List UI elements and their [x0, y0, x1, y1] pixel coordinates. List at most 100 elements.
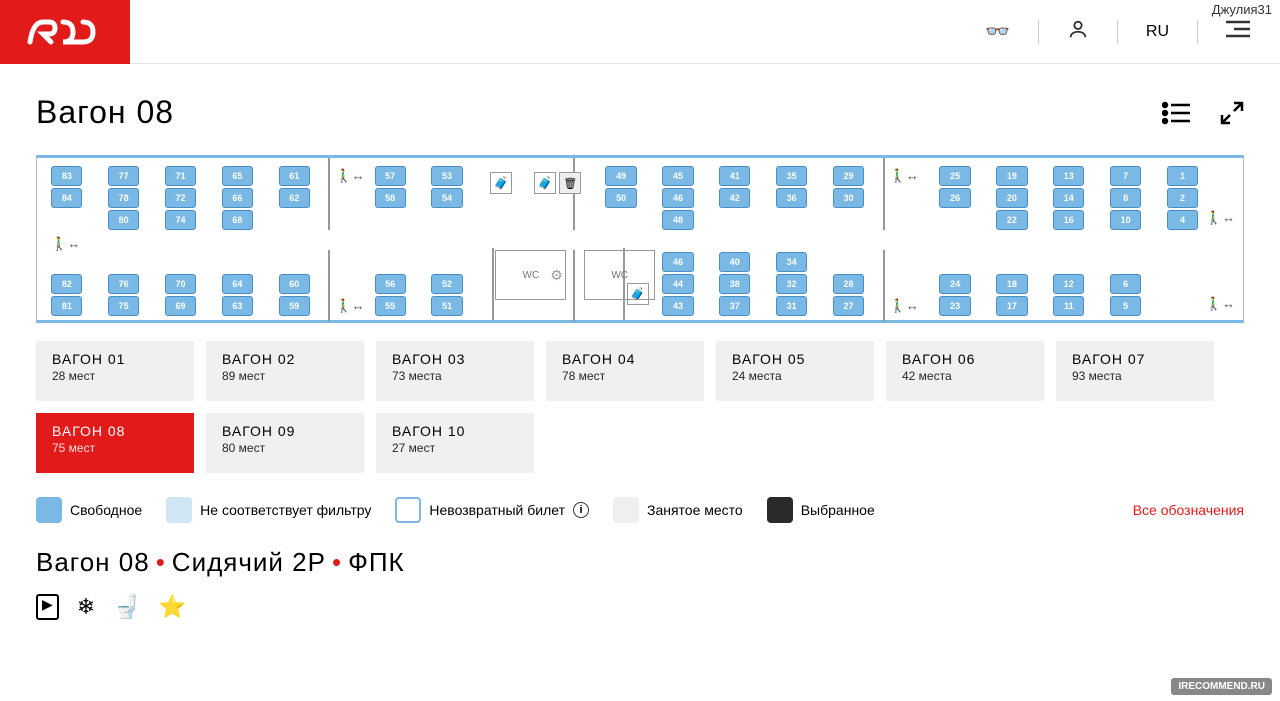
list-view-icon[interactable]	[1162, 101, 1190, 125]
seat-80[interactable]: 80	[108, 210, 139, 230]
seat-17[interactable]: 17	[996, 296, 1027, 316]
seat-44[interactable]: 44	[662, 274, 693, 294]
seat-7[interactable]: 7	[1110, 166, 1141, 186]
car-tab-5[interactable]: ВАГОН 0524 места	[716, 341, 874, 401]
seat-38[interactable]: 38	[719, 274, 750, 294]
seat-63[interactable]: 63	[222, 296, 253, 316]
seat-75[interactable]: 75	[108, 296, 139, 316]
seat-49[interactable]: 49	[605, 166, 636, 186]
seat-43[interactable]: 43	[662, 296, 693, 316]
seat-8[interactable]: 8	[1110, 188, 1141, 208]
seat-45[interactable]: 45	[662, 166, 693, 186]
car-tab-1[interactable]: ВАГОН 0128 мест	[36, 341, 194, 401]
exit-icon: 🚶‍♂️↔	[335, 168, 364, 184]
seat-30[interactable]: 30	[833, 188, 864, 208]
seat-76[interactable]: 76	[108, 274, 139, 294]
seat-69[interactable]: 69	[165, 296, 196, 316]
seat-84[interactable]: 84	[51, 188, 82, 208]
seat-29[interactable]: 29	[833, 166, 864, 186]
seat-13[interactable]: 13	[1053, 166, 1084, 186]
expand-icon[interactable]	[1220, 101, 1244, 125]
seat-37[interactable]: 37	[719, 296, 750, 316]
seat-74[interactable]: 74	[165, 210, 196, 230]
seat-35[interactable]: 35	[776, 166, 807, 186]
seat-23[interactable]: 23	[939, 296, 970, 316]
seat-36[interactable]: 36	[776, 188, 807, 208]
seat-28[interactable]: 28	[833, 274, 864, 294]
seat-68[interactable]: 68	[222, 210, 253, 230]
logo[interactable]	[0, 0, 130, 64]
seat-71[interactable]: 71	[165, 166, 196, 186]
seat-18[interactable]: 18	[996, 274, 1027, 294]
accessibility-icon[interactable]: 👓	[985, 19, 1010, 44]
seat-53[interactable]: 53	[431, 166, 462, 186]
car-tab-7[interactable]: ВАГОН 0793 места	[1056, 341, 1214, 401]
seat-6[interactable]: 6	[1110, 274, 1141, 294]
car-tab-4[interactable]: ВАГОН 0478 мест	[546, 341, 704, 401]
seat-81[interactable]: 81	[51, 296, 82, 316]
amenity-icon-0[interactable]: ▶	[36, 594, 59, 620]
legend-swatch	[395, 497, 421, 523]
menu-icon[interactable]	[1226, 20, 1250, 44]
header: 👓 RU	[0, 0, 1280, 64]
legend-all-link[interactable]: Все обозначения	[1133, 502, 1244, 518]
seat-27[interactable]: 27	[833, 296, 864, 316]
seat-52[interactable]: 52	[431, 274, 462, 294]
seat-54[interactable]: 54	[431, 188, 462, 208]
seat-31[interactable]: 31	[776, 296, 807, 316]
amenity-icon-2[interactable]: 🚽	[113, 594, 140, 620]
user-icon[interactable]	[1067, 18, 1089, 46]
seat-82[interactable]: 82	[51, 274, 82, 294]
seat-64[interactable]: 64	[222, 274, 253, 294]
car-tab-6[interactable]: ВАГОН 0642 места	[886, 341, 1044, 401]
seat-16[interactable]: 16	[1053, 210, 1084, 230]
seat-10[interactable]: 10	[1110, 210, 1141, 230]
seat-62[interactable]: 62	[279, 188, 310, 208]
seat-55[interactable]: 55	[375, 296, 406, 316]
seat-26[interactable]: 26	[939, 188, 970, 208]
car-tab-9[interactable]: ВАГОН 0980 мест	[206, 413, 364, 473]
seat-42[interactable]: 42	[719, 188, 750, 208]
car-tab-8[interactable]: ВАГОН 0875 мест	[36, 413, 194, 473]
seat-40[interactable]: 40	[719, 252, 750, 272]
car-tab-2[interactable]: ВАГОН 0289 мест	[206, 341, 364, 401]
car-tab-3[interactable]: ВАГОН 0373 места	[376, 341, 534, 401]
seat-25[interactable]: 25	[939, 166, 970, 186]
seat-32[interactable]: 32	[776, 274, 807, 294]
seat-51[interactable]: 51	[431, 296, 462, 316]
seat-65[interactable]: 65	[222, 166, 253, 186]
seat-5[interactable]: 5	[1110, 296, 1141, 316]
seat-48[interactable]: 48	[662, 210, 693, 230]
amenity-icon-1[interactable]: ❄	[77, 594, 95, 620]
seat-24[interactable]: 24	[939, 274, 970, 294]
seat-34[interactable]: 34	[776, 252, 807, 272]
seat-58[interactable]: 58	[375, 188, 406, 208]
car-tab-10[interactable]: ВАГОН 1027 мест	[376, 413, 534, 473]
language-selector[interactable]: RU	[1146, 23, 1169, 41]
amenity-icon-3[interactable]: ⭐	[159, 594, 186, 620]
seat-61[interactable]: 61	[279, 166, 310, 186]
seat-41[interactable]: 41	[719, 166, 750, 186]
seat-46[interactable]: 46	[662, 252, 693, 272]
seat-2[interactable]: 2	[1167, 188, 1198, 208]
seat-83[interactable]: 83	[51, 166, 82, 186]
seat-22[interactable]: 22	[996, 210, 1027, 230]
seat-19[interactable]: 19	[996, 166, 1027, 186]
seat-59[interactable]: 59	[279, 296, 310, 316]
seat-66[interactable]: 66	[222, 188, 253, 208]
seat-4[interactable]: 4	[1167, 210, 1198, 230]
seat-57[interactable]: 57	[375, 166, 406, 186]
seat-77[interactable]: 77	[108, 166, 139, 186]
seat-78[interactable]: 78	[108, 188, 139, 208]
seat-50[interactable]: 50	[605, 188, 636, 208]
seat-60[interactable]: 60	[279, 274, 310, 294]
seat-14[interactable]: 14	[1053, 188, 1084, 208]
seat-46[interactable]: 46	[662, 188, 693, 208]
seat-56[interactable]: 56	[375, 274, 406, 294]
seat-1[interactable]: 1	[1167, 166, 1198, 186]
seat-70[interactable]: 70	[165, 274, 196, 294]
seat-12[interactable]: 12	[1053, 274, 1084, 294]
seat-20[interactable]: 20	[996, 188, 1027, 208]
seat-11[interactable]: 11	[1053, 296, 1084, 316]
seat-72[interactable]: 72	[165, 188, 196, 208]
